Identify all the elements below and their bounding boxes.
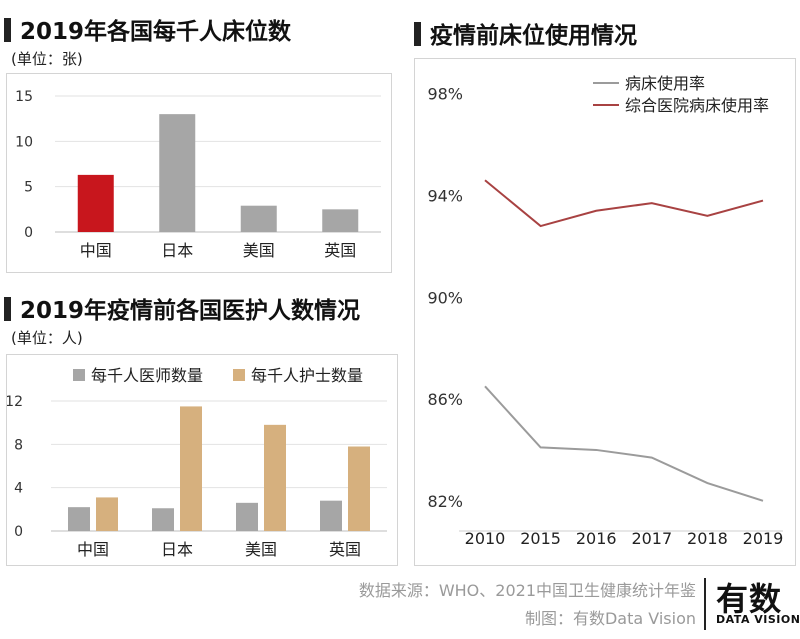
x-tick-label: 2015: [520, 529, 561, 548]
y-tick-label: 5: [24, 180, 33, 196]
y-tick-label: 98%: [427, 85, 463, 104]
legend-label: 每千人医师数量: [91, 366, 203, 385]
legend-swatch: [73, 369, 85, 381]
legend-label: 综合医院病床使用率: [625, 96, 769, 115]
x-tick-label: 美国: [245, 540, 277, 559]
x-tick-label: 2019: [743, 529, 784, 548]
x-tick-label: 2018: [687, 529, 728, 548]
x-tick-label: 美国: [243, 241, 275, 260]
series-line-1: [484, 385, 764, 502]
bar-s2-2: [180, 406, 202, 531]
usage-chart-title-text: 疫情前床位使用情况: [430, 23, 637, 49]
bed-chart-title-text: 2019年各国每千人床位数: [20, 19, 292, 45]
bed-chart-unit: (单位：张): [11, 50, 83, 68]
y-tick-label: 0: [24, 225, 33, 241]
credit-text: 制图：有数Data Vision: [524, 609, 696, 628]
bar-s2-4: [348, 446, 370, 531]
x-tick-label: 中国: [80, 241, 112, 260]
bar-s1-2: [152, 508, 174, 531]
y-tick-label: 86%: [427, 390, 463, 409]
bar-4: [322, 209, 359, 232]
y-tick-label: 82%: [427, 492, 463, 511]
y-tick-label: 0: [14, 524, 23, 540]
y-tick-label: 4: [14, 481, 23, 497]
usage-chart-svg: 82% 86% 90% 94% 98% 2010 2015 2016 2017 2018 2019 病…: [427, 74, 784, 548]
logo-divider: [704, 578, 706, 630]
x-tick-label: 2010: [465, 529, 506, 548]
x-tick-label: 2017: [631, 529, 672, 548]
staff-chart-title: 2019年疫情前各国医护人数情况: [4, 291, 360, 325]
x-tick-label: 中国: [77, 540, 109, 559]
bar-s2-1: [96, 497, 118, 531]
y-tick-label: 10: [15, 134, 33, 150]
x-tick-label: 日本: [161, 540, 193, 559]
usage-chart-panel: 82% 86% 90% 94% 98% 2010 2015 2016 2017 2018 2019 病…: [414, 58, 796, 566]
logo-subtext: DATA VISION: [716, 613, 800, 626]
bar-s2-3: [264, 424, 286, 531]
bed-chart-panel: 0 5 10 15 中国 日本 美国 英国: [6, 73, 392, 273]
x-tick-label: 英国: [329, 540, 361, 559]
data-source-text: 数据来源：WHO、2021中国卫生健康统计年鉴: [358, 581, 696, 600]
legend-label: 病床使用率: [625, 74, 705, 93]
bed-chart-title: 2019年各国每千人床位数: [4, 12, 291, 46]
x-tick-label: 2016: [576, 529, 617, 548]
legend-swatch: [233, 369, 245, 381]
usage-chart-title: 疫情前床位使用情况: [414, 16, 637, 50]
bed-chart-svg: 0 5 10 15 中国 日本 美国 英国: [15, 89, 381, 260]
title-bar-decoration: [414, 22, 421, 46]
staff-chart-title-text: 2019年疫情前各国医护人数情况: [20, 298, 361, 324]
x-tick-label: 英国: [324, 241, 356, 260]
y-tick-label: 15: [15, 89, 33, 105]
bar-3: [240, 205, 277, 232]
title-bar-decoration: [4, 18, 11, 42]
x-tick-label: 日本: [161, 241, 193, 260]
y-tick-label: 12: [7, 394, 23, 410]
y-tick-label: 94%: [427, 187, 463, 206]
bar-s1-4: [320, 500, 342, 531]
series-line-2: [484, 179, 764, 228]
bar-s1-1: [68, 507, 90, 531]
staff-chart-unit: (单位：人): [11, 329, 83, 347]
bar-s1-3: [236, 502, 258, 531]
bar-2: [159, 114, 196, 232]
logo-wordmark: 有数: [716, 580, 783, 618]
staff-chart-panel: 0 4 8 12 每千人医师数量 每千人护士数量中国 日本 美国 英国: [5, 354, 398, 566]
legend-label: 每千人护士数量: [251, 366, 363, 385]
y-tick-label: 90%: [427, 288, 463, 307]
title-bar-decoration: [4, 297, 11, 321]
bar-1: [77, 174, 114, 232]
y-tick-label: 8: [14, 437, 23, 453]
